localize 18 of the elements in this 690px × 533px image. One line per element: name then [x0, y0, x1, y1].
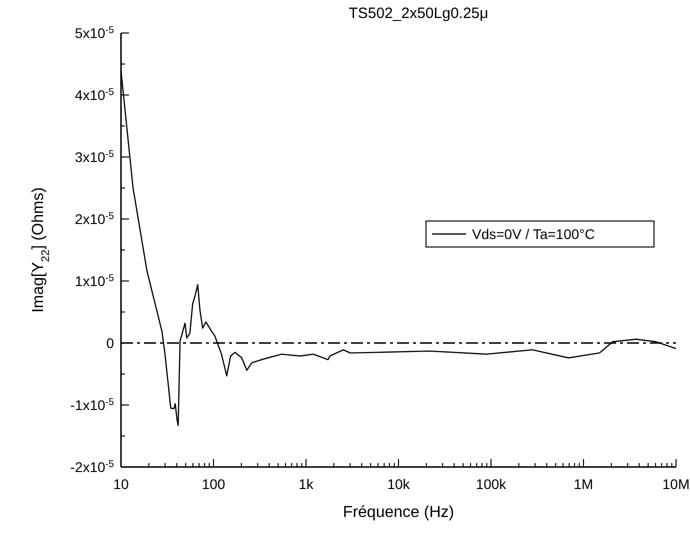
- x-tick-label: 100k: [476, 476, 508, 492]
- x-tick-label: 10: [113, 476, 129, 492]
- x-tick-label: 1M: [574, 476, 594, 492]
- y-tick-label: 5x10$^{-5}$: [74, 24, 115, 41]
- y-tick-label: 3x10$^{-5}$: [74, 148, 115, 165]
- chart-title: TS502_2x50Lg0.25μ: [348, 5, 488, 22]
- y-tick-label: 4x10$^{-5}$: [74, 86, 115, 103]
- x-tick-label: 10M: [662, 476, 690, 492]
- x-tick-label: 100: [202, 476, 226, 492]
- y-tick-label: 2x10$^{-5}$: [74, 210, 115, 227]
- y-tick-label: -2x10$^{-5}$: [70, 458, 115, 475]
- y-tick-label: 1x10$^{-5}$: [74, 272, 115, 289]
- x-axis-title: Fréquence (Hz): [342, 504, 454, 521]
- x-tick-label: 10k: [387, 476, 411, 492]
- y-tick-label: 0: [106, 335, 114, 351]
- x-tick-label: 1k: [298, 476, 314, 492]
- y-tick-label: -1x10$^{-5}$: [70, 396, 115, 413]
- legend-label: Vds=0V / Ta=100°C: [472, 226, 595, 242]
